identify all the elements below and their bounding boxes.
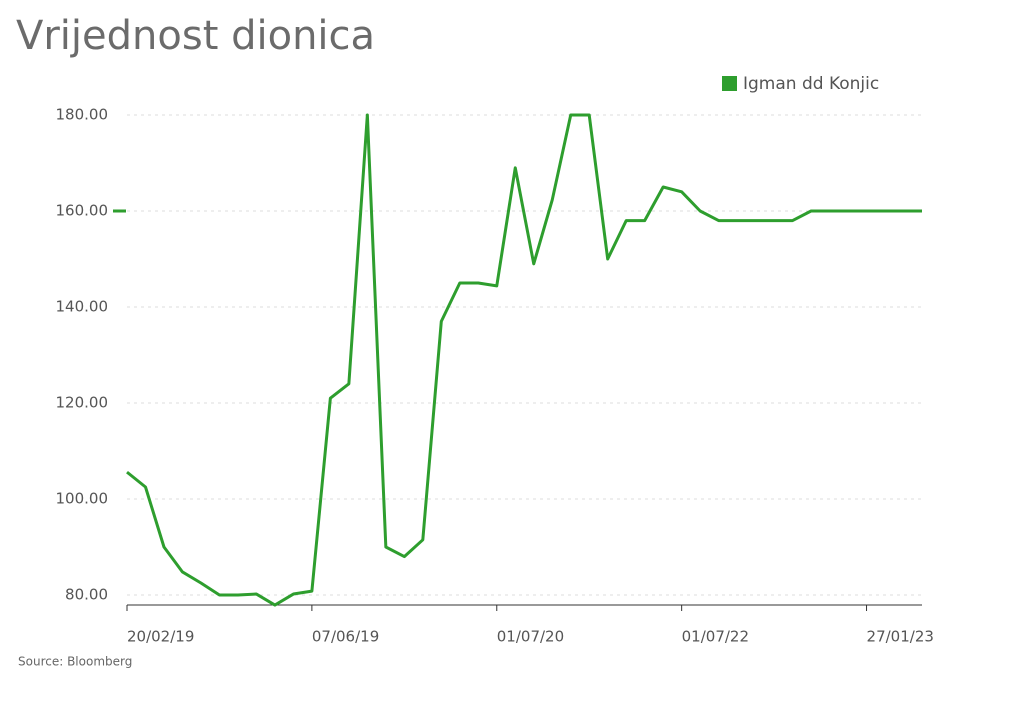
legend-swatch [722, 76, 737, 91]
y-tick-label: 120.00 [56, 394, 109, 412]
x-tick-label: 01/07/20 [497, 628, 564, 646]
y-tick-label: 100.00 [56, 490, 109, 508]
x-tick-label: 01/07/22 [682, 628, 749, 646]
series-line [126, 113, 922, 607]
chart-title: Vrijednost dionica [16, 13, 375, 59]
y-tick-label: 80.00 [65, 586, 108, 604]
legend-label: Igman dd Konjic [743, 74, 879, 94]
x-tick-label: 27/01/23 [867, 628, 934, 646]
x-tick-label: 07/06/19 [312, 628, 379, 646]
y-tick-label: 140.00 [56, 298, 109, 316]
source-note: Source: Bloomberg [18, 655, 132, 669]
y-tick-label: 160.00 [56, 202, 109, 220]
x-tick-label: 20/02/19 [127, 628, 194, 646]
y-tick-label: 180.00 [56, 106, 109, 124]
